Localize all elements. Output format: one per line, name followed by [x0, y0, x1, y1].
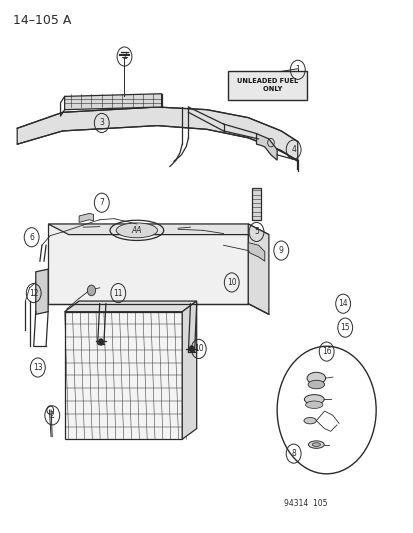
Text: UNLEADED FUEL
    ONLY: UNLEADED FUEL ONLY: [237, 78, 298, 92]
Text: 2: 2: [50, 411, 55, 420]
Polygon shape: [48, 224, 268, 235]
Ellipse shape: [305, 401, 322, 408]
Polygon shape: [79, 213, 93, 222]
Text: 10: 10: [226, 278, 236, 287]
Polygon shape: [64, 301, 196, 312]
Polygon shape: [248, 243, 264, 261]
Text: 6: 6: [29, 233, 34, 242]
Text: 14–105 A: 14–105 A: [13, 14, 71, 27]
FancyBboxPatch shape: [228, 71, 306, 100]
Polygon shape: [64, 312, 182, 439]
Ellipse shape: [307, 380, 324, 389]
Ellipse shape: [303, 417, 316, 424]
Ellipse shape: [306, 372, 325, 384]
Text: 14: 14: [337, 299, 347, 308]
Polygon shape: [64, 94, 161, 110]
Ellipse shape: [308, 441, 323, 448]
Text: 8: 8: [291, 449, 295, 458]
Text: 9: 9: [278, 246, 283, 255]
Text: 3: 3: [99, 118, 104, 127]
Text: 5: 5: [254, 228, 258, 237]
Polygon shape: [36, 269, 48, 314]
Text: 16: 16: [321, 347, 331, 356]
Polygon shape: [17, 107, 297, 161]
Text: 94314  105: 94314 105: [284, 499, 327, 508]
Text: 10: 10: [193, 344, 203, 353]
Ellipse shape: [311, 443, 320, 447]
FancyBboxPatch shape: [251, 188, 261, 220]
Text: 4: 4: [290, 145, 295, 154]
Polygon shape: [248, 224, 268, 314]
Circle shape: [87, 285, 95, 296]
Text: 15: 15: [339, 323, 349, 332]
Text: 1: 1: [295, 66, 299, 74]
Polygon shape: [182, 301, 196, 439]
Text: 2: 2: [122, 52, 126, 61]
Polygon shape: [256, 134, 276, 160]
Text: 12: 12: [29, 288, 38, 297]
Ellipse shape: [116, 223, 157, 238]
Ellipse shape: [304, 394, 323, 404]
Circle shape: [98, 338, 104, 346]
Text: AA: AA: [131, 226, 142, 235]
Text: 11: 11: [113, 288, 123, 297]
Polygon shape: [48, 224, 248, 304]
Circle shape: [188, 345, 194, 353]
Text: 13: 13: [33, 363, 43, 372]
Text: 7: 7: [99, 198, 104, 207]
